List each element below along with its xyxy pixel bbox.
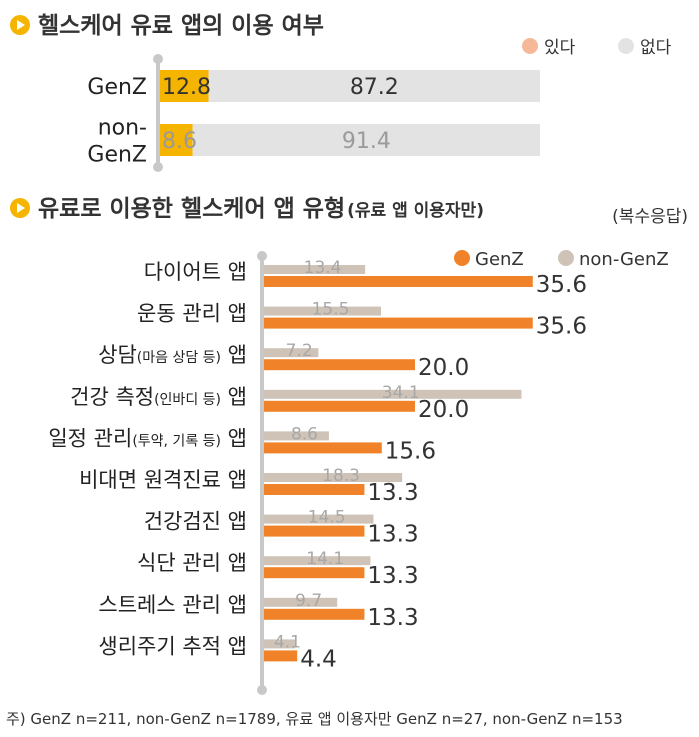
category-label: 다이어트 앱 — [144, 260, 247, 284]
bar-nongenz — [264, 597, 338, 607]
section1-header: 헬스케어 유료 앱의 이용 여부 — [10, 13, 324, 39]
section1-axis-bottom-cap — [153, 162, 163, 172]
legend-swatch — [522, 38, 538, 54]
section1-title: 헬스케어 유료 앱의 이용 여부 — [38, 13, 324, 39]
value-label-nongenz: 15.5 — [312, 300, 350, 320]
category-label: 건강검진 앱 — [144, 510, 247, 534]
category-label: 상담(마음 상담 등) 앱 — [98, 343, 247, 367]
value-label-nongenz: 13.4 — [304, 258, 342, 278]
section2-category-labels: 다이어트 앱운동 관리 앱상담(마음 상담 등) 앱건강 측정(인바디 등) 앱… — [48, 260, 247, 658]
value-label-nongenz: 9.7 — [295, 591, 322, 611]
section1-bars: 12.8 87.2 8.6 91.4 — [160, 70, 540, 156]
value-label-genz: 13.3 — [367, 563, 418, 589]
bar-nongenz — [264, 389, 522, 399]
section2-axis-top-cap — [257, 251, 267, 261]
section1-axis-top-cap — [153, 54, 163, 64]
value-label-nongenz: 34.1 — [382, 383, 420, 403]
bar-genz — [264, 276, 533, 287]
section2-title-line: 유료로 이용한 헬스케어 앱 유형 (유료 앱 이용자만) — [38, 196, 484, 222]
bar-yes — [160, 70, 209, 102]
category-label: non- — [98, 116, 147, 141]
section2-axis-bottom-cap — [257, 685, 267, 695]
footnote: 주) GenZ n=211, non-GenZ n=1789, 유료 앱 이용자… — [6, 710, 623, 728]
bar-genz — [264, 400, 415, 412]
section2-header: 유료로 이용한 헬스케어 앱 유형 (유료 앱 이용자만) (복수응답) — [10, 196, 688, 227]
bar-genz — [264, 359, 415, 371]
bar-no — [208, 70, 540, 102]
bar-nongenz — [264, 514, 374, 524]
bar-no — [192, 124, 540, 156]
value-label-yes: 12.8 — [162, 75, 211, 100]
value-label-nongenz: 8.6 — [291, 424, 318, 444]
bar-genz — [264, 608, 365, 620]
bar-genz — [264, 525, 365, 537]
bar-nongenz — [264, 556, 371, 566]
category-label: GenZ — [87, 143, 147, 168]
value-label-nongenz: 18.3 — [322, 466, 360, 486]
section2-title: 유료로 이용한 헬스케어 앱 유형 — [38, 196, 345, 222]
legend-label: non-GenZ — [579, 249, 669, 270]
bar-nongenz — [264, 306, 382, 316]
value-label-genz: 4.4 — [300, 646, 337, 672]
value-label-nongenz: 14.1 — [306, 549, 344, 569]
category-label: GenZ — [87, 75, 147, 100]
value-label-genz: 20.0 — [418, 397, 469, 423]
category-label: 비대면 원격진료 앱 — [79, 468, 247, 492]
bar-nongenz — [264, 348, 319, 358]
section2-bars: 13.4 35.6 15.5 35.6 7.2 20.034.120.0 8.6 15.6 18… — [264, 258, 587, 672]
value-label-genz: 13.3 — [367, 480, 418, 506]
category-label: 건강 측정(인바디 등) 앱 — [70, 385, 247, 409]
bar-nongenz — [264, 431, 329, 441]
bar-genz — [264, 442, 382, 454]
bar-genz — [264, 317, 533, 329]
bar-nongenz — [264, 639, 295, 649]
bar-nongenz — [264, 265, 366, 274]
bar-nongenz — [264, 473, 403, 482]
category-label: 운동 관리 앱 — [137, 302, 247, 326]
category-label: 생리주기 추적 앱 — [98, 634, 247, 658]
value-label-genz: 13.3 — [367, 605, 418, 631]
value-label-no: 91.4 — [342, 129, 391, 154]
bar-genz — [264, 484, 365, 495]
value-label-genz: 13.3 — [367, 522, 418, 548]
bar-yes — [160, 124, 193, 156]
category-label: 일정 관리(투약, 기록 등) 앱 — [48, 426, 247, 450]
value-label-nongenz: 4.1 — [274, 632, 301, 652]
section2-note: (복수응답) — [612, 207, 688, 227]
legend-swatch — [454, 250, 470, 266]
value-label-genz: 35.6 — [536, 314, 587, 340]
bar-genz — [264, 650, 298, 662]
value-label-no: 87.2 — [350, 75, 399, 100]
section2-subtitle: (유료 앱 이용자만) — [347, 200, 484, 221]
value-label-nongenz: 14.5 — [308, 508, 346, 528]
bar-genz — [264, 567, 365, 579]
section2-legend: GenZ non-GenZ — [454, 249, 669, 270]
value-label-nongenz: 7.2 — [286, 341, 313, 361]
value-label-genz: 15.6 — [385, 438, 436, 464]
category-label: 식단 관리 앱 — [137, 551, 247, 575]
category-label: 스트레스 관리 앱 — [98, 593, 247, 617]
value-label-yes: 8.6 — [162, 129, 197, 154]
value-label-genz: 35.6 — [536, 272, 587, 298]
value-label-genz: 20.0 — [418, 355, 469, 381]
play-icon — [17, 20, 25, 30]
legend-swatch — [558, 250, 574, 266]
legend-swatch — [618, 38, 634, 54]
legend-label: 있다 — [544, 38, 576, 58]
legend-label: GenZ — [475, 249, 524, 270]
section1-legend: 있다 없다 — [522, 38, 672, 58]
play-icon — [17, 203, 25, 213]
legend-label: 없다 — [640, 38, 672, 58]
